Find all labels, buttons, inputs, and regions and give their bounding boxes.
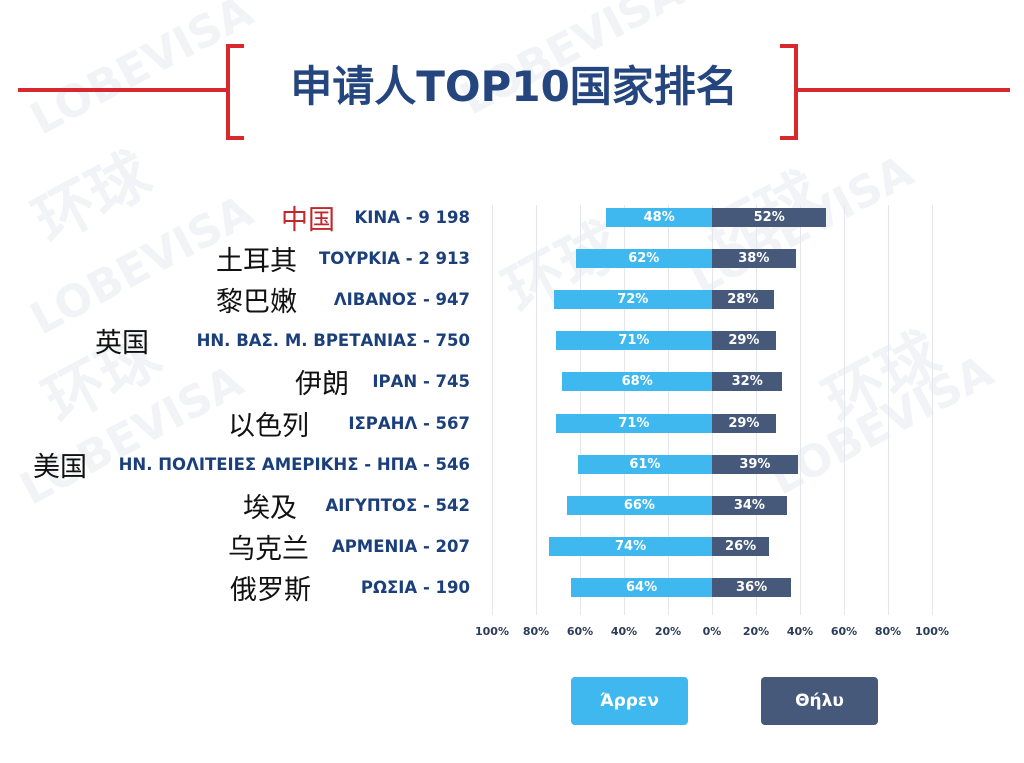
title-bracket-left (226, 44, 244, 140)
x-tick-label: 40% (610, 625, 638, 638)
gridline (756, 205, 757, 615)
data-label-male: 71% (618, 333, 650, 349)
x-tick-label: 40% (786, 625, 814, 638)
bar-male (555, 413, 712, 433)
data-label-female: 39% (739, 456, 771, 472)
bar-female (712, 413, 776, 433)
bar-female (712, 331, 776, 351)
gridline (712, 205, 713, 615)
bar-male (553, 290, 712, 310)
bar-female (712, 290, 774, 310)
bar-male (571, 577, 712, 597)
bar-male (555, 331, 712, 351)
country-name-cn: 以色列 (228, 410, 309, 442)
gridline (888, 205, 889, 615)
gridline (536, 205, 537, 615)
data-label-male: 68% (621, 374, 653, 390)
title-rule-right (798, 88, 1010, 92)
title-rule-left (18, 88, 226, 92)
country-name-cn: 美国 (33, 451, 87, 483)
country-name-gr: ΡΩΣΙΑ - 190 (360, 577, 470, 597)
bar-female (712, 495, 787, 515)
x-tick-label: 100% (475, 625, 509, 638)
x-tick-label: 100% (915, 625, 949, 638)
bar-female (712, 208, 827, 227)
country-name-cn: 英国 (95, 328, 149, 360)
gridline (844, 205, 845, 615)
country-name-gr: ΙΡΑΝ - 745 (372, 372, 470, 392)
data-label-male: 61% (629, 456, 661, 472)
country-name-gr: ΚΙΝΑ - 9 198 (354, 208, 470, 227)
bar-female (712, 536, 770, 556)
data-label-female: 38% (738, 251, 770, 267)
data-label-male: 66% (623, 497, 655, 513)
country-name-gr: ΑΙΓΥΠΤΟΣ - 542 (325, 495, 470, 515)
country-name-gr: ΗΝ. ΒΑΣ. Μ. ΒΡΕΤΑΝΙΑΣ - 750 (196, 331, 470, 351)
gridline (492, 205, 493, 615)
country-name-gr: ΑΡΜΕΝΙΑ - 207 (331, 536, 470, 556)
legend-female-button[interactable]: Θήλυ (761, 677, 878, 725)
title-bracket-right (780, 44, 798, 140)
x-tick-label: 80% (874, 625, 902, 638)
country-name-gr: ΛΙΒΑΝΟΣ - 947 (333, 290, 470, 310)
bar-male (577, 454, 712, 474)
page-title: 申请人TOP10国家排名 (290, 62, 738, 111)
data-label-male: 72% (617, 292, 649, 308)
data-label-female: 26% (725, 538, 757, 554)
bar-female (712, 577, 792, 597)
data-label-male: 71% (618, 415, 650, 431)
gridline (932, 205, 933, 615)
data-label-male: 74% (615, 538, 647, 554)
bar-male (549, 536, 712, 556)
watermark: LOBEVISA (762, 345, 1002, 506)
gridline (580, 205, 581, 615)
watermark: 环球 (23, 139, 162, 258)
country-name-cn: 乌克兰 (228, 533, 309, 565)
bar-male (575, 249, 712, 269)
x-tick-label: 60% (566, 625, 594, 638)
x-tick-label: 60% (830, 625, 858, 638)
x-tick-label: 20% (654, 625, 682, 638)
x-tick-label: 0% (702, 625, 722, 638)
country-name-cn: 埃及 (243, 492, 297, 524)
bar-male (566, 495, 712, 515)
country-name-gr: ΤΟΥΡΚΙΑ - 2 913 (318, 249, 470, 269)
data-label-female: 29% (728, 415, 760, 431)
data-label-female: 29% (728, 333, 760, 349)
data-label-male: 64% (626, 579, 658, 595)
bar-female (712, 249, 796, 269)
data-label-female: 28% (727, 292, 759, 308)
data-label-female: 34% (733, 497, 765, 513)
gridline (800, 205, 801, 615)
data-label-female: 36% (736, 579, 768, 595)
country-name-gr: ΗΝ. ΠΟΛΙΤΕΙΕΣ ΑΜΕΡΙΚΗΣ - ΗΠΑ - 546 (118, 454, 470, 474)
x-tick-label: 80% (522, 625, 550, 638)
data-label-female: 52% (753, 210, 785, 225)
legend-male-button[interactable]: Άρρεν (571, 677, 688, 725)
data-label-male: 62% (628, 251, 660, 267)
country-name-cn: 俄罗斯 (230, 574, 311, 606)
country-name-cn: 土耳其 (216, 246, 297, 278)
bar-female (712, 372, 783, 392)
gridline (624, 205, 625, 615)
country-name-gr: ΙΣΡΑΗΛ - 567 (348, 413, 470, 433)
data-label-male: 48% (643, 210, 675, 225)
x-tick-label: 20% (742, 625, 770, 638)
bar-male (562, 372, 712, 392)
country-name-cn: 伊朗 (295, 369, 349, 401)
country-name-cn: 中国 (281, 205, 335, 236)
watermark: LOBEVISA (12, 355, 252, 516)
country-name-cn: 黎巴嫩 (216, 287, 297, 319)
bar-male (606, 208, 712, 227)
data-label-female: 32% (731, 374, 763, 390)
bar-female (712, 454, 798, 474)
gridline (668, 205, 669, 615)
